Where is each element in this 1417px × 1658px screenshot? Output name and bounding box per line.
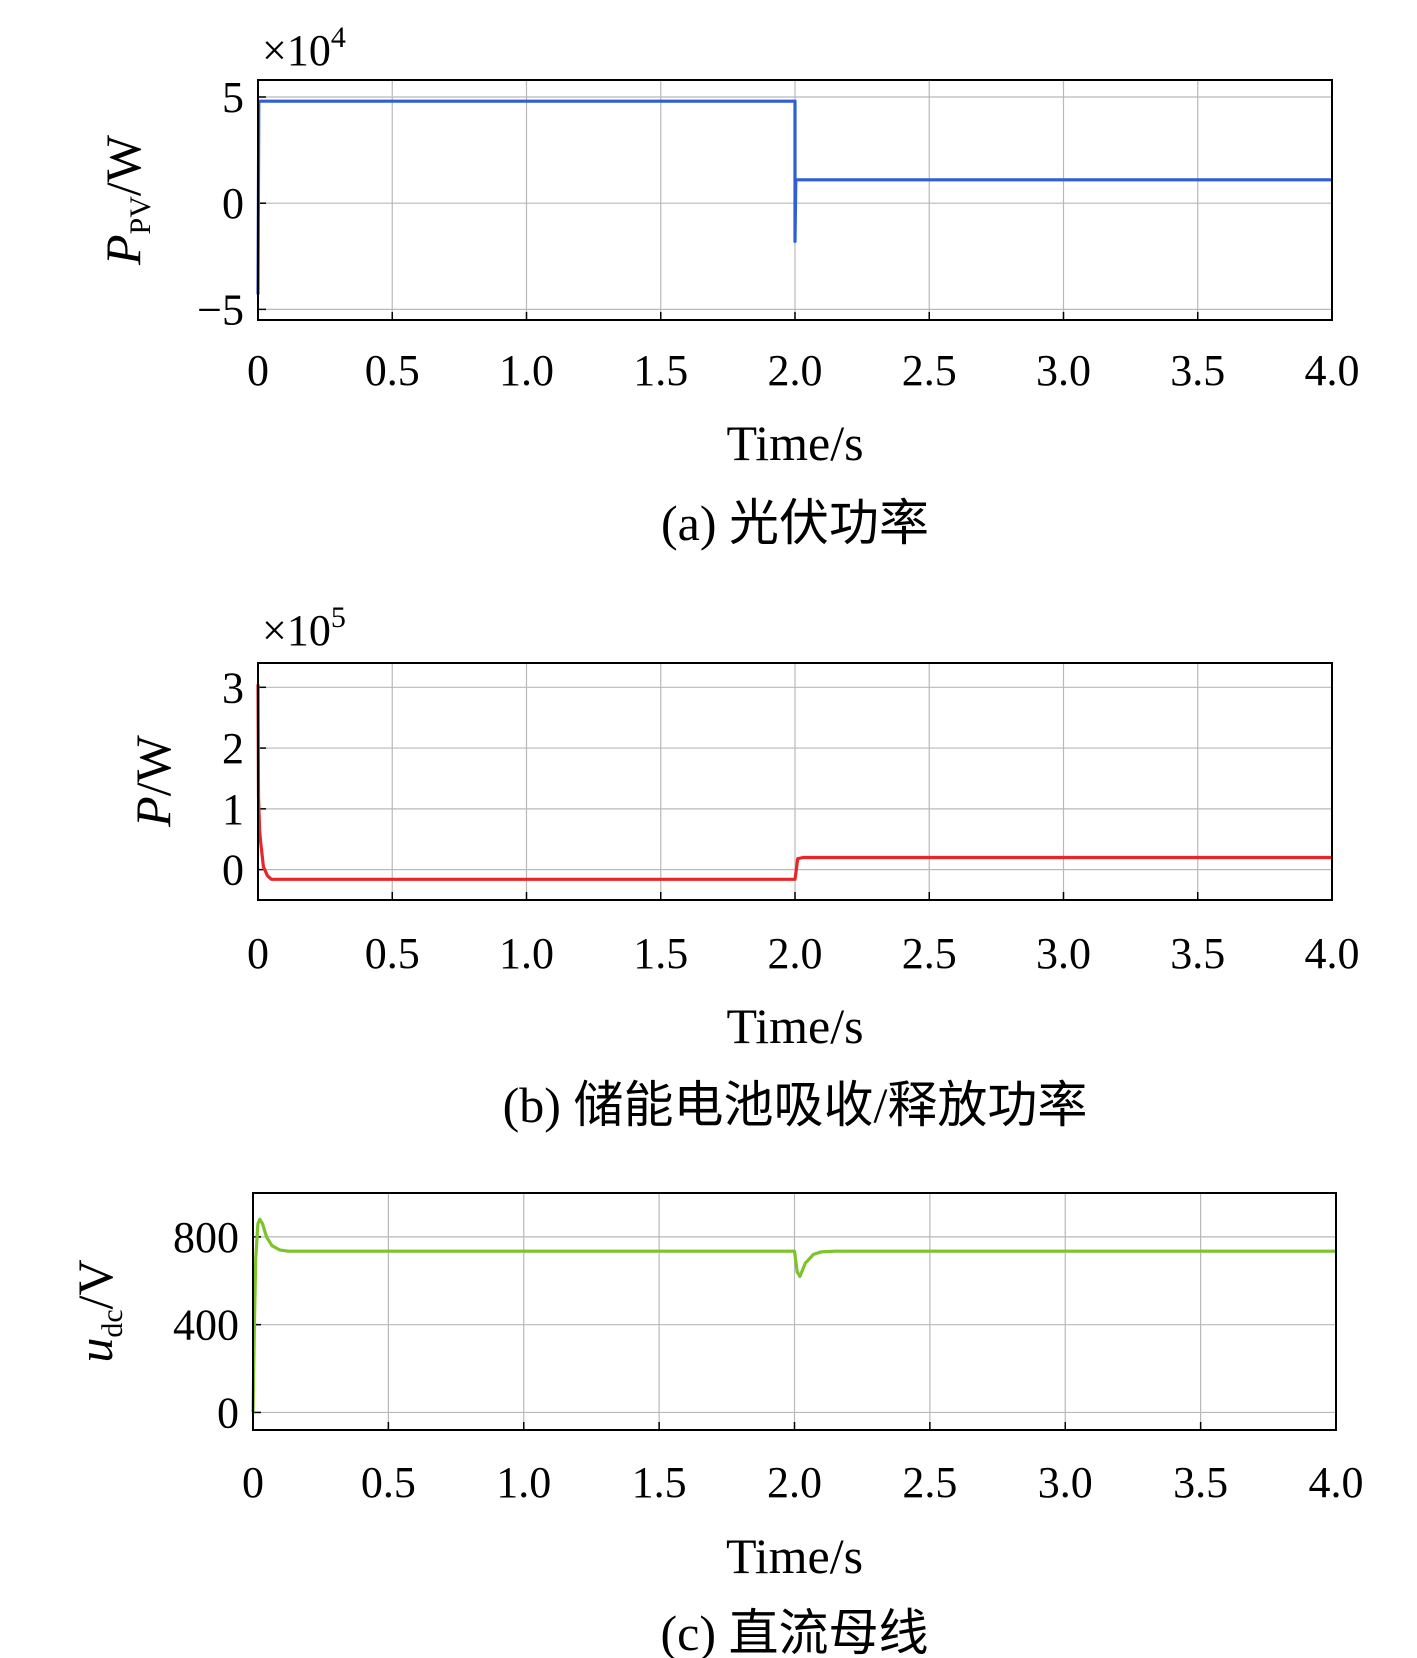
- x-tick-label: 2.0: [768, 346, 823, 395]
- x-tick-label: 1.0: [499, 929, 554, 978]
- y-tick-label: 0: [222, 179, 244, 228]
- y-tick-labels: 3 2 1 0: [222, 663, 244, 894]
- plot-area: [257, 662, 1333, 901]
- y-label-unit: /W: [95, 134, 151, 196]
- series-layer: [251, 1217, 1336, 1413]
- series-line-u-dc: [251, 1217, 1336, 1413]
- y-tick-label: 2: [222, 724, 244, 773]
- y-axis-label: P/W: [125, 734, 181, 827]
- plot-area: [257, 79, 1333, 321]
- y-axis-label: PPV/W: [95, 134, 157, 266]
- x-tick-label: 1.0: [496, 1458, 551, 1507]
- x-tick-label: 1.5: [632, 1458, 687, 1507]
- y-label-symbol: P: [125, 796, 181, 828]
- x-tick-label: 0.5: [365, 929, 420, 978]
- y-multiplier: ×105: [262, 601, 346, 655]
- x-tick-label: 0: [247, 929, 269, 978]
- x-tick-label: 3.5: [1173, 1458, 1228, 1507]
- multiplier-exponent: 4: [331, 21, 346, 54]
- grid-lines: [252, 1193, 1337, 1430]
- x-tick-label: 3.5: [1170, 346, 1225, 395]
- grid-lines: [257, 80, 1333, 320]
- y-multiplier: ×104: [262, 21, 346, 75]
- series-line-p: [256, 684, 1332, 881]
- x-tick-label: 0: [247, 346, 269, 395]
- chart-panel-pv-power: 50−5 0 0.5 1.0 1.5 2.0 2.5 3.0 3.5 4.0 ×104 PPV/…: [95, 21, 1360, 551]
- grid-lines: [257, 663, 1333, 900]
- y-label-unit: /W: [125, 734, 181, 796]
- y-tick-label: 5: [222, 73, 244, 122]
- y-label-subscript: PV: [124, 196, 157, 235]
- y-tick-label: 3: [222, 663, 244, 712]
- y-label-symbol: u: [67, 1338, 123, 1363]
- y-tick-labels: 5 0 −5: [197, 73, 244, 334]
- multiplier-base: ×10: [262, 26, 331, 75]
- y-label-unit: /V: [67, 1259, 123, 1309]
- x-tick-label: 3.0: [1038, 1458, 1093, 1507]
- x-tick-label: 0.5: [361, 1458, 416, 1507]
- x-tick-label: 4.0: [1305, 346, 1360, 395]
- x-tick-label: 1.5: [633, 346, 688, 395]
- multiplier-exponent: 5: [331, 601, 346, 634]
- x-tick-label: 1.0: [499, 346, 554, 395]
- x-tick-labels: 0 0.5 1.0 1.5 2.0 2.5 3.0 3.5 4.0: [247, 346, 1360, 395]
- y-tick-label: −5: [197, 285, 244, 334]
- x-tick-labels: 0 0.5 1.0 1.5 2.0 2.5 3.0 3.5 4.0: [242, 1458, 1364, 1507]
- x-axis-label: Time/s: [726, 415, 863, 471]
- x-tick-labels: 0 0.5 1.0 1.5 2.0 2.5 3.0 3.5 4.0: [247, 929, 1360, 978]
- x-tick-label: 4.0: [1305, 929, 1360, 978]
- plot-area: [252, 1192, 1337, 1431]
- x-tick-label: 2.0: [767, 1458, 822, 1507]
- y-label-symbol: P: [95, 234, 151, 266]
- y-tick-label: 400: [173, 1301, 239, 1350]
- x-tick-label: 0.5: [365, 346, 420, 395]
- x-tick-label: 2.5: [902, 346, 957, 395]
- x-tick-label: 2.5: [902, 1458, 957, 1507]
- y-tick-labels: 800 400 0: [173, 1213, 239, 1438]
- chart-caption: (c) 直流母线: [661, 1605, 929, 1658]
- x-tick-label: 3.0: [1036, 929, 1091, 978]
- chart-caption: (b) 储能电池吸收/释放功率: [503, 1077, 1088, 1133]
- x-axis-label: Time/s: [726, 1528, 863, 1584]
- x-tick-label: 3.5: [1170, 929, 1225, 978]
- y-tick-label: 1: [222, 785, 244, 834]
- x-tick-label: 0: [242, 1458, 264, 1507]
- x-tick-label: 2.0: [768, 929, 823, 978]
- x-tick-label: 2.5: [902, 929, 957, 978]
- y-label-subscript: dc: [96, 1309, 129, 1337]
- y-axis-label: udc/V: [67, 1259, 129, 1362]
- y-tick-label: 0: [222, 846, 244, 895]
- x-tick-label: 4.0: [1309, 1458, 1364, 1507]
- series-layer: [256, 684, 1332, 881]
- multiplier-base: ×10: [262, 606, 331, 655]
- x-tick-label: 3.0: [1036, 346, 1091, 395]
- y-tick-label: 800: [173, 1213, 239, 1262]
- y-tick-label: 0: [217, 1388, 239, 1437]
- x-axis-label: Time/s: [726, 998, 863, 1054]
- chart-caption: (a) 光伏功率: [661, 495, 929, 551]
- x-tick-label: 1.5: [633, 929, 688, 978]
